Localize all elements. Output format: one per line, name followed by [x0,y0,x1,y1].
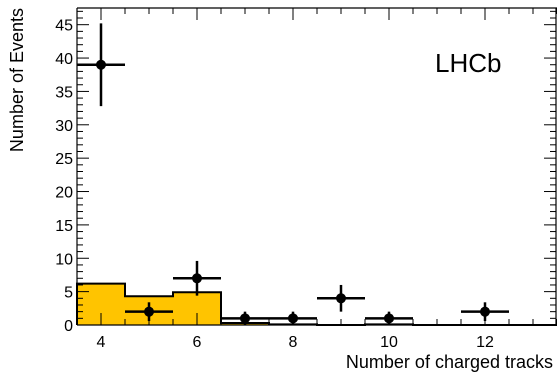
data-points-layer [77,23,509,325]
x-axis-title: Number of charged tracks [346,352,553,372]
data-point-marker [240,313,250,324]
y-tick-label: 40 [55,51,73,68]
y-tick-label: 10 [55,251,73,268]
data-point-marker [336,293,346,304]
data-point-marker [384,313,394,324]
data-point-marker [480,306,490,317]
x-tick-label: 6 [193,334,202,351]
y-tick-label: 25 [55,151,73,168]
experiment-label: LHCb [435,48,501,78]
y-tick-label: 35 [55,84,73,101]
y-tick-label: 0 [64,318,73,335]
data-point-marker [144,306,154,317]
y-tick-label: 15 [55,218,73,235]
data-point-marker [96,59,106,70]
x-tick-label: 10 [380,334,398,351]
x-tick-label: 12 [476,334,494,351]
x-tick-label: 8 [289,334,298,351]
y-axis-title: Number of Events [7,8,27,152]
x-tick-label: 4 [97,334,106,351]
data-point-marker [192,273,202,284]
y-tick-label: 45 [55,18,73,35]
y-tick-label: 20 [55,185,73,202]
data-point-marker [288,313,298,324]
y-tick-label: 5 [64,285,73,302]
y-tick-label: 30 [55,118,73,135]
